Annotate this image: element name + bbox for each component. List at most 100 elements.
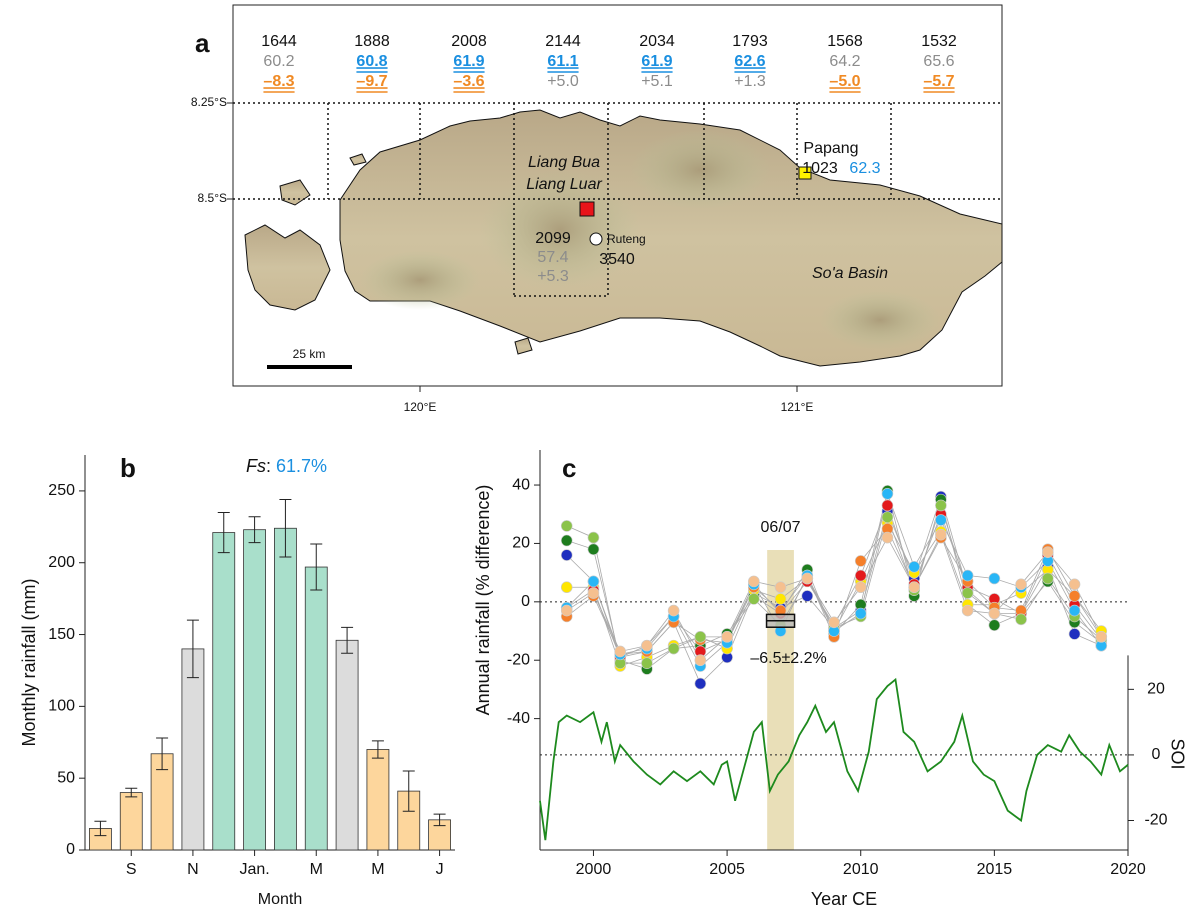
cell-count: 1888 [354,33,390,50]
cell-count: 1793 [732,33,768,50]
cell-d: –8.3 [263,73,294,90]
region-label: So'a Basin [812,265,888,282]
cell-d: +5.1 [641,73,673,90]
point [935,529,946,540]
point [909,582,920,593]
y2-tick-label: 0 [1152,746,1161,763]
bar [305,567,327,850]
annotation-value: 61.7% [276,456,327,476]
point [882,512,893,523]
point [748,576,759,587]
cell-count: 1644 [261,33,297,50]
point [695,678,706,689]
x-tick-label: M [371,861,384,878]
y-axis-title: Annual rainfall (% difference) [473,485,493,716]
cell-fs: 62.6 [734,53,765,70]
cell-fs: 65.6 [923,53,954,70]
point [989,573,1000,584]
site-label: Liang Luar [526,176,602,193]
point [722,631,733,642]
point [1042,547,1053,558]
cell-d: +5.0 [547,73,579,90]
point [775,582,786,593]
x-tick-label: M [310,861,323,878]
x-tick-label: S [126,861,137,878]
point [641,640,652,651]
y-tick-label: 150 [48,626,75,643]
cell-count: 2034 [639,33,675,50]
point [695,631,706,642]
station-marker [590,233,602,245]
y2-axis-title: SOI [1167,738,1187,769]
point [1069,579,1080,590]
annotation: Fs:61.7% [246,456,327,476]
point [561,520,572,531]
point [1042,573,1053,584]
y-axis-title: Monthly rainfall (mm) [19,578,39,746]
cell-fs: 60.8 [356,53,387,70]
annotation-label: Fs [246,456,266,476]
point [935,515,946,526]
station-label: Papang [803,140,858,157]
y-tick-label: 20 [512,535,530,552]
cell-count: 2008 [451,33,487,50]
point [695,655,706,666]
map-panel: a 8.25°S 8.5°S 120°E 121°E 25 km Liang B… [191,5,1002,414]
point [775,593,786,604]
y-tick-label: 100 [48,698,75,715]
soi-line [540,680,1128,841]
point [1069,590,1080,601]
point [855,582,866,593]
point [882,488,893,499]
point [802,590,813,601]
y-tick-label: 250 [48,482,75,499]
panel-label: c [562,453,576,483]
point [989,620,1000,631]
cell-fs: 64.2 [829,53,860,70]
cave-marker [580,202,594,216]
highlight-label: 06/07 [761,519,801,536]
point [855,555,866,566]
figure: a 8.25°S 8.5°S 120°E 121°E 25 km Liang B… [0,0,1189,912]
site-label: Liang Bua [528,154,600,171]
station-fs: 62.3 [849,160,880,177]
point [882,500,893,511]
y-tick-label: 0 [66,841,75,858]
point [1069,628,1080,639]
x-tick-label: 2015 [977,861,1013,878]
bar [182,649,204,850]
cell-fs: 61.9 [641,53,672,70]
x-tick-label: 2020 [1110,861,1146,878]
lat-label: 8.5°S [198,191,227,205]
cell-count: 2144 [545,33,581,50]
point [561,582,572,593]
station-count: 3540 [599,251,635,268]
cell-fs: 60.2 [263,53,294,70]
y-tick-label: 50 [57,769,75,786]
cell-count: 1568 [827,33,863,50]
point [588,576,599,587]
point [962,588,973,599]
point [802,573,813,584]
mean-annotation: –6.5±2.2% [750,650,826,667]
cell-d: –5.0 [829,73,860,90]
panel-label: a [195,28,210,58]
point [641,658,652,669]
terrain-shade [820,290,940,350]
x-axis-title: Year CE [811,889,877,909]
point [989,608,1000,619]
y-tick-label: 0 [521,593,530,610]
terrain-shade [630,130,770,210]
point [1016,579,1027,590]
point [561,605,572,616]
cell-fs: 61.9 [453,53,484,70]
point [748,593,759,604]
terrain-shade [360,250,480,310]
point [588,544,599,555]
point [668,643,679,654]
point [615,646,626,657]
cell-d: –5.7 [923,73,954,90]
x-tick-label: 2005 [709,861,745,878]
cell-count: 1532 [921,33,957,50]
point [882,532,893,543]
